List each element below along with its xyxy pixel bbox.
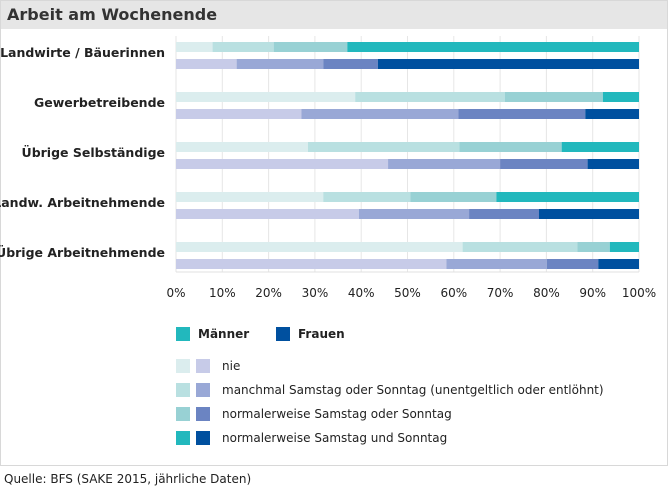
title-bar: Arbeit am Wochenende xyxy=(1,1,667,29)
category-label: Landw. Arbeitnehmende xyxy=(0,195,165,210)
x-tick-label: 50% xyxy=(394,286,421,300)
bar-men-0 xyxy=(176,92,356,102)
legend-swatch-men-3 xyxy=(176,431,190,445)
x-tick-label: 20% xyxy=(255,286,282,300)
bar-women-0 xyxy=(176,59,237,69)
bar-men-0 xyxy=(176,192,324,202)
bar-women-2 xyxy=(323,59,378,69)
category-label: Gewerbetreibende xyxy=(34,95,165,110)
bar-men-2 xyxy=(577,242,610,252)
x-tick-label: 100% xyxy=(622,286,656,300)
bar-women-0 xyxy=(176,209,359,219)
x-tick-label: 60% xyxy=(440,286,467,300)
bar-women-0 xyxy=(176,259,447,269)
bar-men-0 xyxy=(176,142,308,152)
bar-women-2 xyxy=(500,159,588,169)
legend-level: normalerweise Samstag und Sonntag xyxy=(222,431,448,445)
bar-men-1 xyxy=(307,142,460,152)
legend-swatch-women-3 xyxy=(196,431,210,445)
bar-women-0 xyxy=(176,109,302,119)
bar-men-3 xyxy=(602,92,639,102)
x-tick-label: 40% xyxy=(348,286,375,300)
bar-men-1 xyxy=(212,42,274,52)
bar-women-3 xyxy=(587,159,639,169)
legend-swatch-men xyxy=(176,327,190,341)
x-tick-label: 10% xyxy=(209,286,236,300)
legend-level: normalerweise Samstag oder Sonntag xyxy=(222,407,452,421)
x-tick-label: 70% xyxy=(487,286,514,300)
bar-women-3 xyxy=(585,109,639,119)
bar-men-3 xyxy=(609,242,639,252)
bar-men-0 xyxy=(176,42,213,52)
chart-title: Arbeit am Wochenende xyxy=(7,5,218,24)
bar-women-2 xyxy=(546,259,599,269)
category-label: Landwirte / Bäuerinnen xyxy=(0,45,165,60)
bar-women-0 xyxy=(176,159,389,169)
x-tick-label: 0% xyxy=(166,286,185,300)
legend-men: Männer xyxy=(198,327,250,341)
legend-swatch-men-0 xyxy=(176,359,190,373)
x-tick-label: 30% xyxy=(302,286,329,300)
bar-men-2 xyxy=(459,142,562,152)
legend-swatch-men-1 xyxy=(176,383,190,397)
bar-women-1 xyxy=(236,59,324,69)
bar-men-2 xyxy=(273,42,348,52)
bar-women-1 xyxy=(301,109,459,119)
category-label: Übrige Selbständige xyxy=(22,145,165,160)
bar-women-2 xyxy=(469,209,539,219)
bar-women-3 xyxy=(598,259,639,269)
bar-men-3 xyxy=(347,42,639,52)
bar-women-3 xyxy=(377,59,639,69)
bar-men-3 xyxy=(561,142,639,152)
bar-men-2 xyxy=(504,92,603,102)
legend-swatch-women-0 xyxy=(196,359,210,373)
bar-men-1 xyxy=(355,92,505,102)
legend-swatch-women-2 xyxy=(196,407,210,421)
x-tick-label: 90% xyxy=(579,286,606,300)
bar-women-1 xyxy=(358,209,470,219)
legend-women: Frauen xyxy=(298,327,345,341)
x-tick-label: 80% xyxy=(533,286,560,300)
bar-women-2 xyxy=(458,109,586,119)
bar-chart: 0% 10% 20% 30% 40% 50% 60% 70% 80% 90% 100% Landwir… xyxy=(0,36,656,300)
legend-level: manchmal Samstag oder Sonntag (unentgelt… xyxy=(222,383,604,397)
bar-men-0 xyxy=(176,242,463,252)
source-note: Quelle: BFS (SAKE 2015, jährliche Daten) xyxy=(4,472,252,486)
legend-swatch-women-1 xyxy=(196,383,210,397)
category-label: Übrige Arbeitnehmende xyxy=(0,245,165,260)
bar-men-1 xyxy=(462,242,578,252)
bar-women-1 xyxy=(446,259,547,269)
bar-men-2 xyxy=(410,192,497,202)
bar-women-1 xyxy=(388,159,501,169)
legend-level: nie xyxy=(222,359,241,373)
bar-men-1 xyxy=(323,192,411,202)
legend-swatch-women xyxy=(276,327,290,341)
legend-swatch-men-2 xyxy=(176,407,190,421)
chart-frame: Arbeit am Wochenende xyxy=(0,0,668,466)
bar-women-3 xyxy=(538,209,639,219)
bar-men-3 xyxy=(496,192,639,202)
